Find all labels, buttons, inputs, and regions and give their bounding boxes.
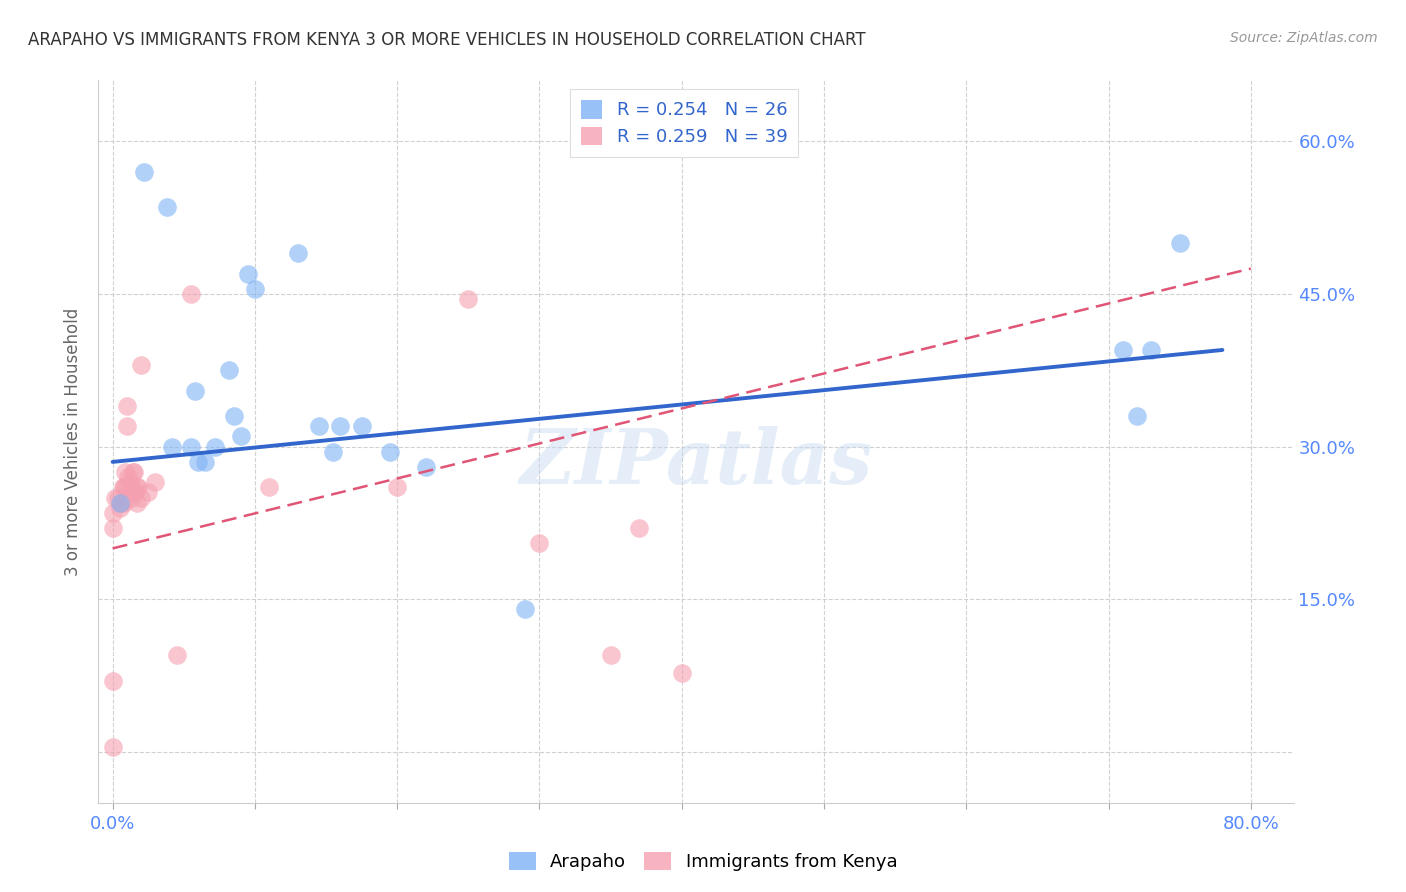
Point — [378, 444, 401, 458]
Point — [120, 491, 142, 505]
Point — [125, 480, 148, 494]
Text: Source: ZipAtlas.com: Source: ZipAtlas.com — [1230, 31, 1378, 45]
Point — [628, 521, 651, 535]
Point — [180, 440, 202, 454]
Legend: Arapaho, Immigrants from Kenya: Arapaho, Immigrants from Kenya — [502, 845, 904, 879]
Point — [166, 648, 188, 663]
Point — [308, 419, 330, 434]
Point — [104, 491, 127, 505]
Point — [515, 602, 537, 616]
Point — [129, 491, 152, 505]
Point — [671, 665, 693, 680]
Point — [115, 419, 138, 434]
Point — [107, 491, 129, 505]
Legend: R = 0.254   N = 26, R = 0.259   N = 39: R = 0.254 N = 26, R = 0.259 N = 39 — [569, 89, 799, 157]
Point — [143, 475, 166, 490]
Point — [1140, 343, 1163, 357]
Point — [129, 358, 152, 372]
Point — [457, 292, 479, 306]
Point — [1126, 409, 1149, 423]
Point — [329, 419, 352, 434]
Point — [112, 495, 135, 509]
Point — [236, 267, 259, 281]
Point — [180, 287, 202, 301]
Point — [218, 363, 240, 377]
Point — [322, 444, 344, 458]
Point — [117, 470, 139, 484]
Point — [101, 521, 124, 535]
Point — [111, 480, 134, 494]
Point — [187, 455, 209, 469]
Point — [222, 409, 245, 423]
Point — [415, 460, 437, 475]
Point — [156, 201, 179, 215]
Point — [529, 536, 551, 550]
Point — [1168, 236, 1191, 251]
Point — [101, 673, 124, 688]
Point — [124, 485, 146, 500]
Point — [108, 495, 131, 509]
Point — [136, 485, 159, 500]
Point — [118, 475, 141, 490]
Point — [122, 485, 145, 500]
Point — [243, 282, 266, 296]
Point — [287, 246, 309, 260]
Point — [162, 440, 184, 454]
Point — [184, 384, 207, 398]
Point — [194, 455, 217, 469]
Point — [1112, 343, 1135, 357]
Point — [385, 480, 409, 494]
Point — [101, 506, 124, 520]
Point — [125, 495, 148, 509]
Point — [127, 480, 149, 494]
Point — [112, 480, 135, 494]
Point — [257, 480, 280, 494]
Point — [121, 465, 143, 479]
Text: ZIPatlas: ZIPatlas — [519, 426, 873, 500]
Point — [229, 429, 252, 443]
Point — [122, 465, 145, 479]
Point — [108, 500, 131, 515]
Y-axis label: 3 or more Vehicles in Household: 3 or more Vehicles in Household — [65, 308, 83, 575]
Point — [350, 419, 373, 434]
Point — [120, 480, 142, 494]
Point — [110, 495, 132, 509]
Point — [115, 399, 138, 413]
Point — [114, 465, 136, 479]
Point — [132, 165, 155, 179]
Point — [114, 480, 136, 494]
Point — [101, 739, 124, 754]
Point — [599, 648, 621, 663]
Text: ARAPAHO VS IMMIGRANTS FROM KENYA 3 OR MORE VEHICLES IN HOUSEHOLD CORRELATION CHA: ARAPAHO VS IMMIGRANTS FROM KENYA 3 OR MO… — [28, 31, 866, 49]
Point — [204, 440, 226, 454]
